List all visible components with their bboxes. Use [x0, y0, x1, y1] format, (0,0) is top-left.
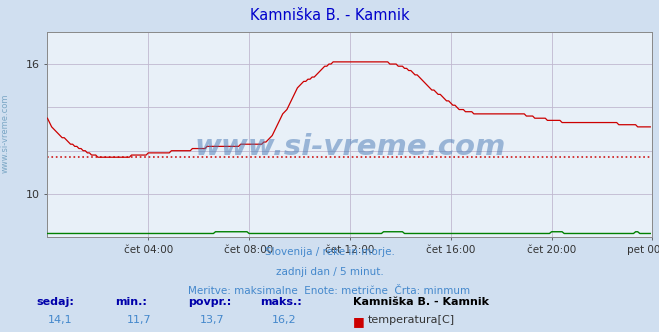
- Text: Kamniška B. - Kamnik: Kamniška B. - Kamnik: [250, 8, 409, 23]
- Text: temperatura[C]: temperatura[C]: [368, 315, 455, 325]
- Text: min.:: min.:: [115, 297, 147, 307]
- Text: 16,2: 16,2: [272, 315, 297, 325]
- Text: 14,1: 14,1: [48, 315, 72, 325]
- Text: Meritve: maksimalne  Enote: metrične  Črta: minmum: Meritve: maksimalne Enote: metrične Črta…: [188, 286, 471, 296]
- Text: ■: ■: [353, 315, 364, 328]
- Text: Slovenija / reke in morje.: Slovenija / reke in morje.: [264, 247, 395, 257]
- Text: zadnji dan / 5 minut.: zadnji dan / 5 minut.: [275, 267, 384, 277]
- Text: www.si-vreme.com: www.si-vreme.com: [1, 93, 10, 173]
- Text: Kamniška B. - Kamnik: Kamniška B. - Kamnik: [353, 297, 488, 307]
- Text: maks.:: maks.:: [260, 297, 302, 307]
- Text: 11,7: 11,7: [127, 315, 152, 325]
- Text: povpr.:: povpr.:: [188, 297, 231, 307]
- Text: www.si-vreme.com: www.si-vreme.com: [194, 133, 505, 161]
- Text: 13,7: 13,7: [200, 315, 224, 325]
- Text: sedaj:: sedaj:: [36, 297, 74, 307]
